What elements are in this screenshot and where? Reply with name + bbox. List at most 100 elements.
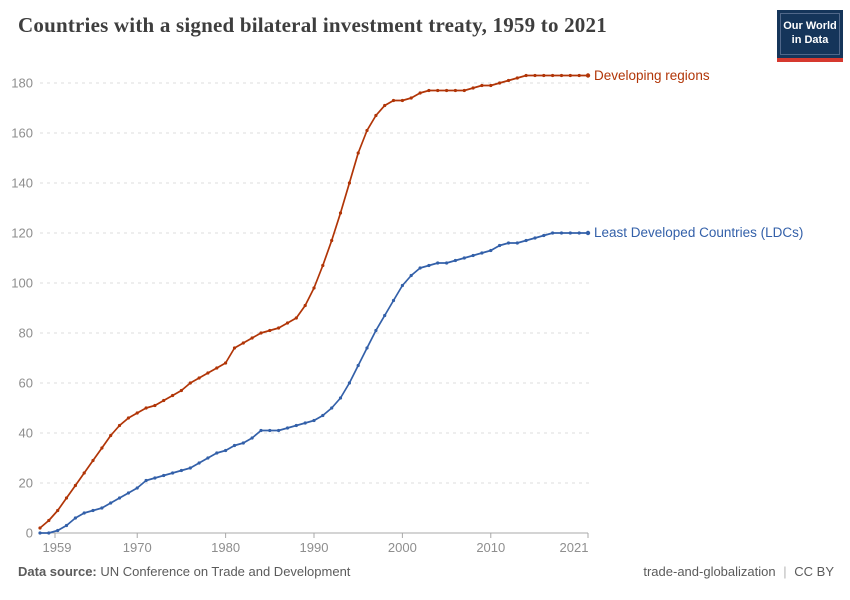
ldcs-point-2014[interactable]	[524, 238, 528, 243]
developing-regions-point-2015[interactable]	[533, 73, 537, 78]
ldcs-point-1960[interactable]	[47, 531, 51, 535]
developing-regions-point-1969[interactable]	[126, 416, 130, 420]
developing-regions-point-2008[interactable]	[471, 86, 475, 90]
developing-regions-point-1992[interactable]	[330, 238, 334, 243]
ldcs-point-2016[interactable]	[542, 233, 546, 238]
developing-regions-point-2005[interactable]	[445, 88, 449, 93]
ldcs-point-1992[interactable]	[330, 406, 334, 410]
developing-regions-point-1966[interactable]	[100, 446, 104, 450]
developing-regions-point-1978[interactable]	[206, 371, 210, 375]
ldcs-point-2013[interactable]	[515, 241, 519, 245]
data-series[interactable]	[38, 73, 591, 535]
developing-regions-point-2012[interactable]	[506, 78, 511, 83]
ldcs-point-1968[interactable]	[117, 496, 122, 500]
ldcs-point-1966[interactable]	[100, 506, 104, 510]
ldcs-point-1961[interactable]	[56, 528, 60, 533]
developing-regions-line[interactable]	[39, 74, 589, 529]
ldcs-point-1977[interactable]	[197, 461, 201, 465]
developing-regions-point-2020[interactable]	[577, 73, 581, 78]
developing-regions-point-1964[interactable]	[82, 471, 86, 475]
ldcs-point-1974[interactable]	[171, 471, 175, 475]
ldcs-point-2015[interactable]	[533, 236, 537, 240]
developing-regions-point-2009[interactable]	[480, 83, 484, 88]
developing-regions-point-1991[interactable]	[321, 263, 325, 268]
ldcs-point-2004[interactable]	[436, 261, 440, 265]
ldcs-point-2020[interactable]	[577, 231, 581, 235]
ldcs-point-1982[interactable]	[241, 441, 245, 445]
ldcs-point-2001[interactable]	[409, 273, 413, 278]
developing-regions-point-2000[interactable]	[400, 98, 404, 103]
ldcs-point-1976[interactable]	[188, 466, 192, 470]
ldcs-point-1970[interactable]	[135, 486, 139, 490]
developing-regions-point-1980[interactable]	[224, 361, 228, 365]
developing-regions-point-2010[interactable]	[489, 83, 493, 88]
ldcs-point-1959[interactable]	[38, 531, 42, 535]
ldcs-point-2012[interactable]	[506, 241, 511, 245]
ldcs-point-1991[interactable]	[321, 413, 325, 418]
developing-regions-point-1977[interactable]	[197, 376, 201, 380]
ldcs-point-1965[interactable]	[91, 508, 95, 513]
ldcs-point-1989[interactable]	[303, 421, 307, 425]
ldcs-point-1988[interactable]	[294, 423, 298, 428]
developing-regions-point-2002[interactable]	[418, 91, 422, 95]
developing-regions-point-1981[interactable]	[232, 346, 237, 350]
developing-regions-point-2018[interactable]	[559, 73, 564, 78]
ldcs-point-1998[interactable]	[383, 313, 387, 318]
ldcs-point-1975[interactable]	[179, 468, 183, 473]
ldcs-point-1985[interactable]	[268, 428, 272, 433]
ldcs-point-1967[interactable]	[109, 501, 113, 505]
developing-regions-point-2016[interactable]	[542, 73, 546, 78]
ldcs-point-1997[interactable]	[374, 328, 378, 333]
ldcs-point-1996[interactable]	[365, 346, 369, 350]
developing-regions-point-1967[interactable]	[109, 433, 113, 438]
ldcs-point-1990[interactable]	[312, 418, 316, 423]
ldcs-point-1987[interactable]	[285, 426, 290, 430]
ldcs-point-2011[interactable]	[498, 243, 502, 248]
developing-regions-point-1979[interactable]	[215, 366, 219, 370]
developing-regions-point-1988[interactable]	[294, 316, 298, 320]
legend-label-ldcs[interactable]: Least Developed Countries (LDCs)	[594, 225, 804, 240]
ldcs-point-1980[interactable]	[224, 448, 228, 453]
developing-regions-point-2014[interactable]	[524, 73, 528, 78]
developing-regions-point-1975[interactable]	[179, 388, 183, 393]
developing-regions-point-1986[interactable]	[277, 326, 281, 330]
developing-regions-point-1971[interactable]	[144, 406, 148, 410]
ldcs-point-1983[interactable]	[250, 436, 254, 440]
developing-regions-point-1984[interactable]	[259, 331, 263, 335]
series-ldcs[interactable]	[38, 230, 591, 535]
topic-slug-link[interactable]: trade-and-globalization	[643, 564, 776, 579]
developing-regions-point-1960[interactable]	[47, 518, 51, 523]
ldcs-point-1978[interactable]	[206, 456, 210, 460]
ldcs-point-2003[interactable]	[427, 263, 431, 268]
legend-label-developing-regions[interactable]: Developing regions	[594, 67, 710, 83]
developing-regions-point-2004[interactable]	[436, 88, 440, 93]
ldcs-point-2007[interactable]	[462, 256, 466, 260]
ldcs-point-1973[interactable]	[162, 473, 166, 478]
developing-regions-point-1994[interactable]	[347, 181, 351, 185]
developing-regions-point-2001[interactable]	[409, 96, 413, 100]
series-developing-regions[interactable]	[38, 73, 591, 530]
ldcs-point-2002[interactable]	[418, 266, 422, 270]
developing-regions-point-2003[interactable]	[427, 88, 431, 93]
developing-regions-point-1961[interactable]	[56, 508, 60, 513]
developing-regions-point-2019[interactable]	[568, 73, 572, 78]
ldcs-point-1993[interactable]	[338, 396, 343, 400]
ldcs-point-1986[interactable]	[277, 428, 281, 433]
developing-regions-point-1997[interactable]	[374, 113, 378, 118]
developing-regions-point-1974[interactable]	[171, 393, 175, 398]
ldcs-point-2018[interactable]	[559, 231, 564, 235]
developing-regions-point-1987[interactable]	[285, 321, 290, 325]
ldcs-point-2010[interactable]	[489, 248, 493, 253]
developing-regions-point-1999[interactable]	[391, 98, 396, 103]
developing-regions-point-1968[interactable]	[117, 423, 122, 428]
ldcs-point-2017[interactable]	[551, 231, 555, 235]
ldcs-point-1994[interactable]	[347, 381, 351, 385]
ldcs-point-1995[interactable]	[356, 363, 360, 368]
ldcs-point-2005[interactable]	[445, 261, 449, 265]
developing-regions-point-2007[interactable]	[462, 88, 466, 93]
developing-regions-point-2021[interactable]	[585, 73, 591, 78]
developing-regions-point-2006[interactable]	[453, 88, 457, 93]
developing-regions-point-1989[interactable]	[303, 303, 307, 308]
ldcs-point-1971[interactable]	[144, 478, 148, 483]
ldcs-point-1999[interactable]	[391, 298, 396, 303]
